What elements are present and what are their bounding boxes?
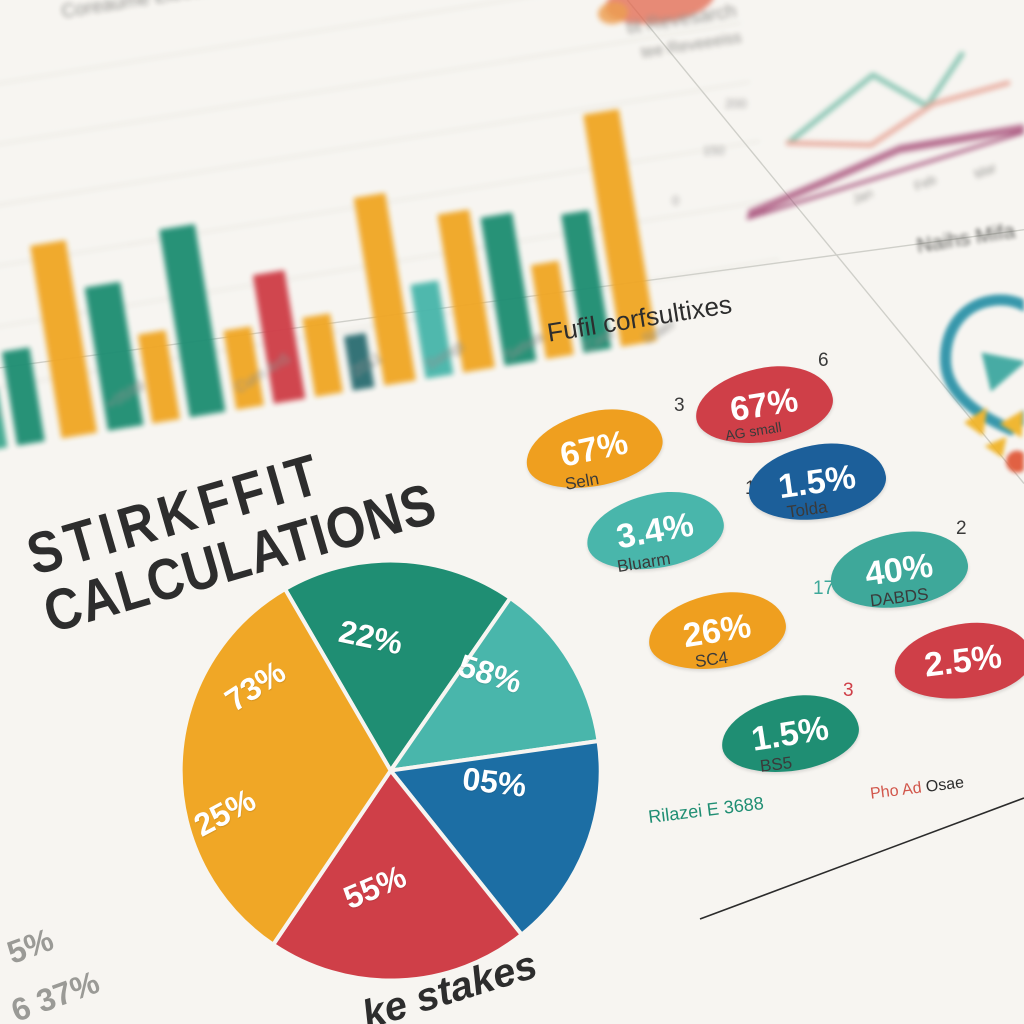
svg-text:200: 200 (725, 96, 747, 111)
svg-text:150: 150 (703, 143, 725, 158)
svg-text:0: 0 (672, 193, 679, 208)
